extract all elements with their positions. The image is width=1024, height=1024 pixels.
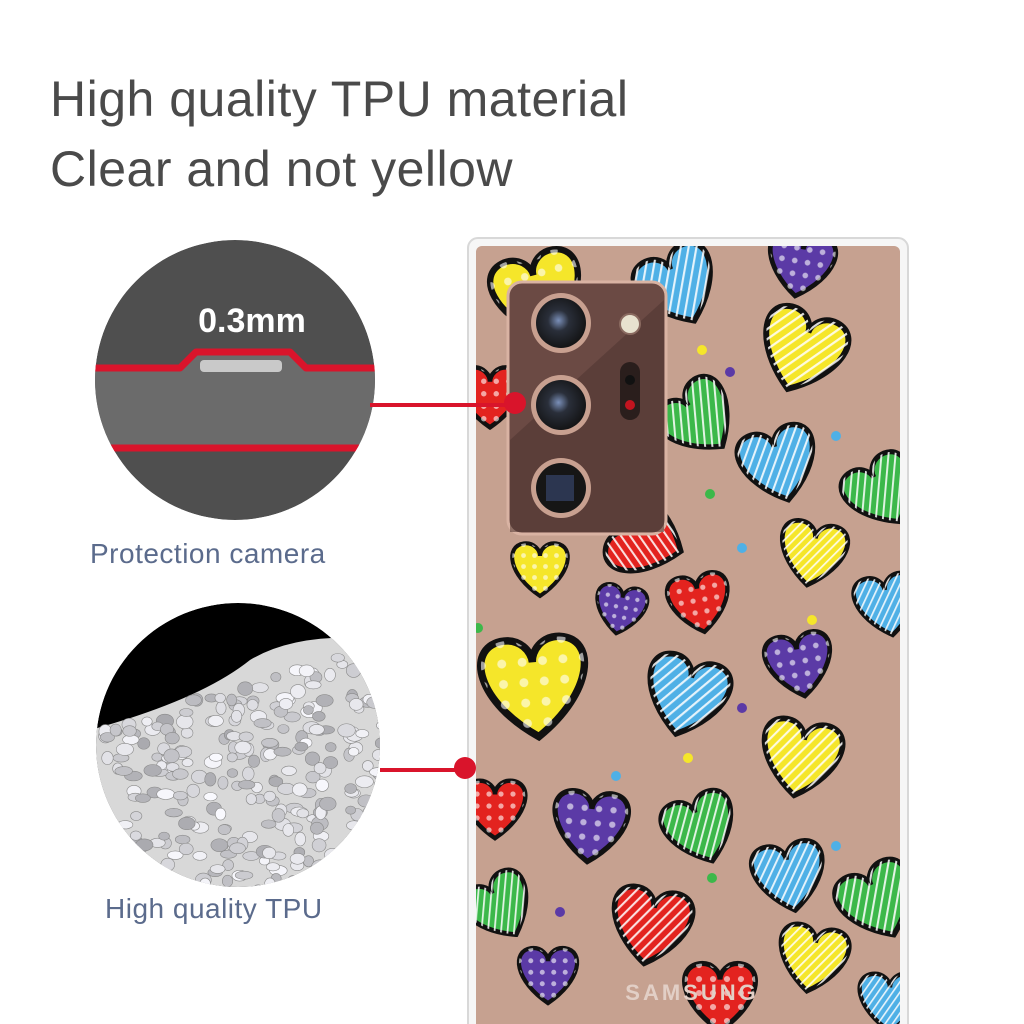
confetti-dot bbox=[705, 489, 715, 499]
heart bbox=[476, 778, 528, 841]
heart bbox=[779, 518, 851, 588]
heart bbox=[476, 867, 529, 938]
camera-module bbox=[506, 280, 668, 536]
confetti-dot bbox=[476, 623, 483, 633]
heart bbox=[832, 856, 900, 938]
confetti-dot bbox=[697, 345, 707, 355]
heart bbox=[767, 246, 839, 299]
heart bbox=[778, 921, 852, 994]
thickness-label: 0.3mm bbox=[198, 302, 306, 340]
camera-lens-icon bbox=[531, 458, 591, 518]
heart bbox=[611, 883, 696, 967]
heart bbox=[748, 838, 825, 914]
heart bbox=[647, 650, 734, 738]
confetti-dot bbox=[683, 753, 693, 763]
heart bbox=[682, 961, 758, 1024]
caption-protection-camera: Protection camera bbox=[90, 538, 326, 569]
heart bbox=[857, 971, 900, 1024]
pointer-dot bbox=[504, 392, 526, 414]
camera-lens-icon bbox=[531, 293, 591, 353]
confetti-dot bbox=[831, 431, 841, 441]
heart bbox=[595, 582, 650, 636]
camera-protection-detail: 0.3mm bbox=[95, 240, 375, 520]
confetti-dot bbox=[831, 841, 841, 851]
tpu-material-detail bbox=[96, 603, 380, 887]
confetti-dot bbox=[807, 615, 817, 625]
heart bbox=[653, 373, 730, 450]
confetti-dot bbox=[737, 543, 747, 553]
heart bbox=[552, 787, 631, 865]
confetti-dot bbox=[737, 703, 747, 713]
heart bbox=[761, 629, 833, 699]
heart bbox=[658, 787, 734, 864]
pointer-dot bbox=[454, 757, 476, 779]
confetti-dot bbox=[611, 771, 621, 781]
flash-icon bbox=[619, 313, 641, 335]
headline-line-2: Clear and not yellow bbox=[50, 141, 514, 197]
heart bbox=[851, 570, 900, 638]
heart bbox=[734, 421, 816, 503]
camera-lens-icon bbox=[531, 375, 591, 435]
headline-line-1: High quality TPU material bbox=[50, 71, 629, 127]
heart bbox=[664, 570, 730, 635]
heart bbox=[838, 449, 900, 525]
heart bbox=[510, 541, 570, 599]
confetti-dot bbox=[555, 907, 565, 917]
confetti-dot bbox=[707, 873, 717, 883]
heart bbox=[516, 945, 580, 1006]
heart bbox=[761, 715, 846, 799]
brand-logo: SAMSUNG bbox=[625, 980, 758, 1005]
confetti-dot bbox=[725, 367, 735, 377]
heart bbox=[477, 632, 589, 742]
heart bbox=[763, 302, 852, 393]
caption-high-quality-tpu: High quality TPU bbox=[105, 893, 323, 924]
